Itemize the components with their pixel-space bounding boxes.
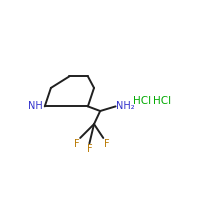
Text: NH: NH bbox=[28, 101, 42, 111]
Text: NH₂: NH₂ bbox=[116, 101, 135, 111]
Text: HCl: HCl bbox=[153, 96, 171, 106]
Text: F: F bbox=[104, 139, 110, 149]
Text: F: F bbox=[87, 144, 92, 154]
Text: F: F bbox=[74, 139, 79, 149]
Text: HCl: HCl bbox=[133, 96, 151, 106]
